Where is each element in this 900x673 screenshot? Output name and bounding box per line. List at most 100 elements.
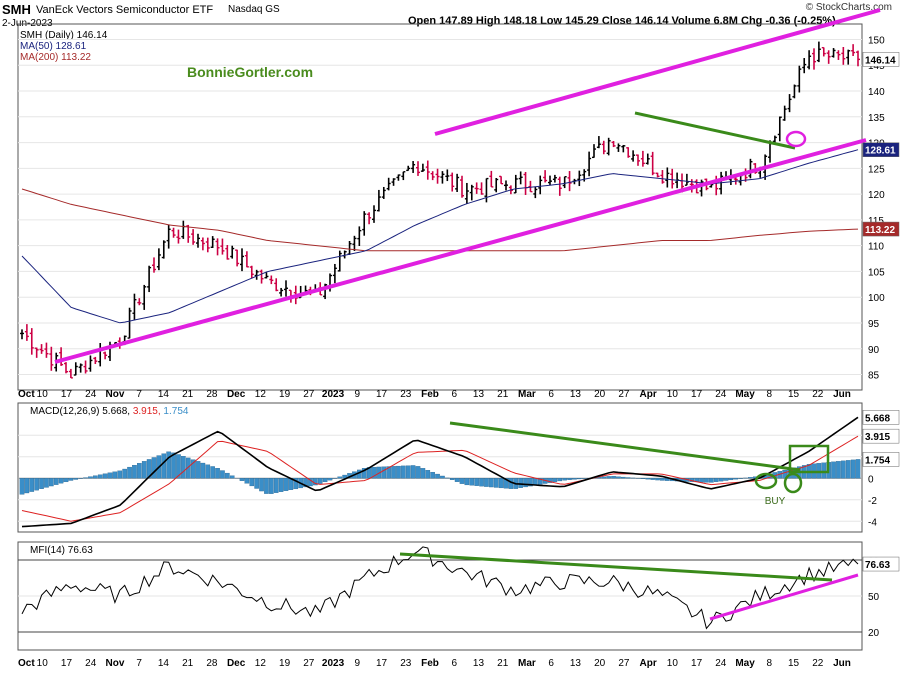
macd-hist-bar: [733, 478, 739, 480]
macd-hist-bar: [73, 478, 79, 480]
macd-hist-bar: [49, 478, 54, 487]
xaxis-label-top: 27: [618, 389, 630, 400]
xaxis-label-bottom: 22: [812, 658, 824, 669]
macd-hist-bar: [498, 478, 504, 489]
macd-hist-bar: [210, 466, 215, 479]
macd-hist-bar: [821, 462, 827, 479]
macd-hist-bar: [479, 478, 484, 487]
macd-hist-bar: [205, 464, 211, 479]
price-tick-label: 110: [868, 242, 884, 253]
xaxis-label-bottom: 27: [618, 658, 630, 669]
macd-hist-bar: [655, 478, 660, 481]
xaxis-label-bottom: 19: [279, 658, 291, 669]
macd-hist-bar: [132, 465, 137, 479]
xaxis-label-bottom: 13: [570, 658, 582, 669]
xaxis-label-top: 17: [376, 389, 388, 400]
legend-ma200: MA(200) 113.22: [20, 52, 91, 63]
macd-hist-bar: [420, 468, 426, 479]
macd-hist-bar: [278, 478, 284, 492]
macd-hist-bar: [709, 478, 714, 483]
macd-hist-bar: [63, 478, 69, 483]
macd-hist-bar: [195, 461, 201, 479]
macd-hist-bar: [611, 476, 616, 479]
xaxis-label-bottom: Apr: [640, 658, 657, 669]
last-close-tag: 146.14: [865, 55, 896, 66]
watermark: © StockCharts.com: [805, 2, 892, 13]
price-tick-label: 140: [868, 87, 885, 98]
macd-hist-bar: [249, 478, 255, 487]
macd-trend-line: [449, 421, 801, 472]
macd-hist-bar: [405, 465, 411, 479]
macd-hist-bar: [528, 478, 533, 487]
macd-hist-bar: [464, 478, 470, 486]
price-tick-label: 105: [868, 267, 885, 278]
mfi-value-tag-box: [862, 556, 900, 572]
macd-hist-bar: [728, 478, 734, 481]
macd-hist-bar: [430, 471, 435, 479]
xaxis-label-bottom: 23: [400, 658, 412, 669]
xaxis-label-top: 2023: [322, 389, 345, 400]
macd-hist-bar: [469, 478, 475, 486]
xaxis-label-top: 14: [158, 389, 170, 400]
macd-hist-bar: [19, 478, 25, 495]
macd-hist-bar: [176, 454, 181, 479]
macd-hist-bar: [68, 478, 74, 481]
legend-ma50: MA(50) 128.61: [20, 41, 87, 52]
macd-hist-bar: [386, 466, 391, 479]
xaxis-label-bottom: 6: [548, 658, 554, 669]
ma50-tag: 128.61: [865, 146, 896, 157]
macd-hist-bar: [845, 460, 851, 479]
macd-hist-bar: [34, 478, 39, 491]
macd-hist-bar: [322, 478, 328, 483]
price-tick-label: 115: [868, 216, 884, 227]
macd-hist-bar: [117, 470, 123, 479]
macd-hist-bar: [200, 462, 206, 479]
macd-hist-bar: [327, 478, 333, 481]
xaxis-label-top: 17: [61, 389, 73, 400]
macd-hist-bar: [425, 470, 431, 479]
ma50-line: [21, 149, 859, 324]
price-panel-frame: [17, 23, 863, 391]
macd-cross-box: [788, 444, 830, 474]
macd-hist-bar: [259, 478, 264, 492]
xaxis-label-top: 7: [136, 389, 142, 400]
macd-hist-bar: [225, 472, 230, 479]
macd-hist-bar: [552, 478, 558, 482]
price-tick-label: 125: [868, 164, 885, 175]
macd-hist-bar: [244, 478, 250, 484]
xaxis-label-top: 19: [279, 389, 291, 400]
xaxis-label-top: 22: [812, 389, 824, 400]
xaxis-label-top: 20: [594, 389, 606, 400]
macd-hist-bar: [625, 477, 631, 479]
mfi-tick-label: 20: [868, 628, 880, 639]
macd-hist-bar: [166, 451, 171, 479]
macd-hist-bar: [577, 478, 582, 480]
macd-hist-bar: [185, 457, 191, 479]
macd-value-tag-box: [862, 410, 900, 425]
xaxis-label-top: Jun: [833, 389, 851, 400]
macd-hist-bar: [171, 452, 176, 479]
macd-hist-bar: [293, 478, 299, 490]
price-tick-label: 135: [868, 113, 885, 124]
xaxis-label-top: Feb: [421, 389, 439, 400]
xaxis-label-top: 8: [767, 389, 773, 400]
macd-hist-bar: [572, 478, 577, 480]
xaxis-label-bottom: 20: [594, 658, 606, 669]
mfi-uptrend-line: [709, 573, 859, 621]
macd-hist-bar: [396, 465, 401, 479]
macd-hist-bar: [440, 475, 445, 479]
macd-hist-bar: [53, 478, 59, 485]
xaxis-label-top: 23: [400, 389, 412, 400]
buy-circle-1: [754, 472, 778, 490]
macd-hist-bar: [841, 460, 846, 479]
macd-hist-bar: [401, 465, 406, 479]
xaxis-label-bottom: 17: [61, 658, 73, 669]
macd-legend: MACD(12,26,9) 5.668, 3.915, 1.754: [30, 406, 189, 417]
macd-hist-bar: [704, 478, 709, 483]
xaxis-label-top: Mar: [518, 389, 536, 400]
xaxis-label-top: 9: [355, 389, 361, 400]
xaxis-label-bottom: 21: [497, 658, 509, 669]
macd-hist-bar: [161, 453, 167, 479]
macd-hist-bar: [831, 461, 836, 479]
mfi-line: [21, 546, 859, 630]
